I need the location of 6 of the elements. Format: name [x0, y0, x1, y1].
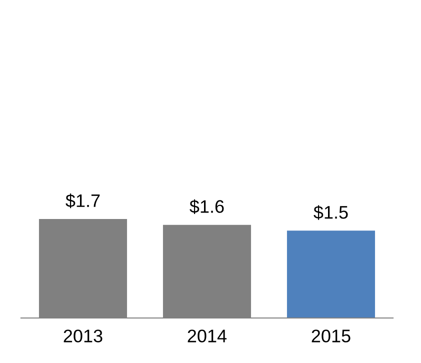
x-tick-label: 2013	[64, 330, 102, 342]
x-tick-label: 2015	[312, 330, 350, 342]
x-tick-label: 2014	[188, 330, 227, 342]
data-label: $1.6	[190, 199, 224, 214]
data-label: $1.5	[314, 205, 348, 220]
data-label: $1.7	[66, 194, 100, 208]
